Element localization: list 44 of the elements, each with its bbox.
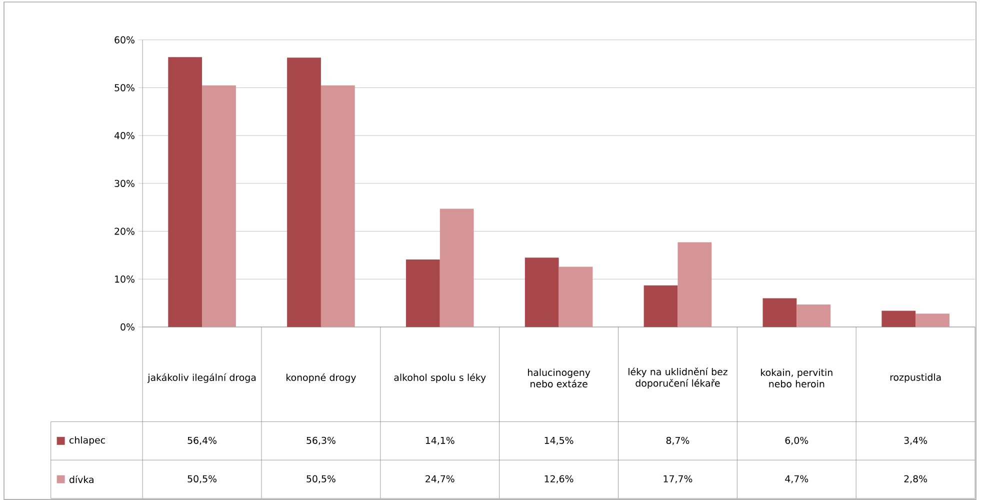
y-tick-label: 30% [114, 180, 134, 187]
data-label: 2,8% [904, 474, 928, 484]
data-label: 14,5% [544, 436, 574, 445]
legend-label: dívka [70, 475, 94, 483]
data-label: 50,5% [306, 474, 336, 484]
x-tick-label: léky na uklidnění bez doporučení lékaře [628, 367, 728, 388]
x-tick-label: alkohol spolu s léky [394, 373, 486, 383]
bar [287, 57, 321, 327]
data-label: 17,7% [664, 474, 692, 484]
data-label: 8,7% [666, 436, 690, 445]
bar [678, 242, 712, 327]
data-label: 24,7% [426, 474, 454, 484]
data-label: 4,7% [785, 474, 808, 484]
y-tick-label: 50% [114, 84, 134, 92]
y-tick-label: 10% [115, 275, 134, 282]
data-label: 6,0% [785, 436, 808, 445]
data-label: 50,5% [188, 474, 216, 484]
bar [796, 304, 831, 327]
bar [644, 285, 678, 327]
bar [558, 266, 593, 327]
bar [762, 298, 797, 327]
data-label: 56,3% [306, 436, 336, 445]
bar [202, 85, 236, 327]
bar [320, 85, 355, 327]
bar [882, 310, 916, 327]
bar [168, 56, 202, 327]
y-tick-label: 60% [114, 36, 134, 44]
data-label: 56,4% [188, 436, 216, 445]
x-tick-label: kokain, pervitin nebo heroin [761, 368, 832, 388]
bar [524, 257, 559, 327]
x-tick-label: rozpustidla [890, 373, 941, 382]
y-tick-label: 0% [120, 323, 134, 330]
x-tick-label: halucinogeny nebo extáze [528, 368, 590, 388]
bar [916, 313, 950, 327]
y-tick-label: 40% [114, 132, 134, 139]
data-label: 12,6% [544, 474, 574, 484]
bar [440, 208, 474, 327]
bar [406, 259, 440, 327]
x-tick-label: jakákoliv ilegální droga [147, 373, 256, 383]
data-label: 14,1% [426, 436, 454, 445]
data-label: 3,4% [904, 436, 928, 445]
y-tick-label: 20% [114, 227, 134, 235]
x-tick-label: konopné drogy [286, 373, 356, 383]
legend-label: chlapec [70, 436, 105, 446]
